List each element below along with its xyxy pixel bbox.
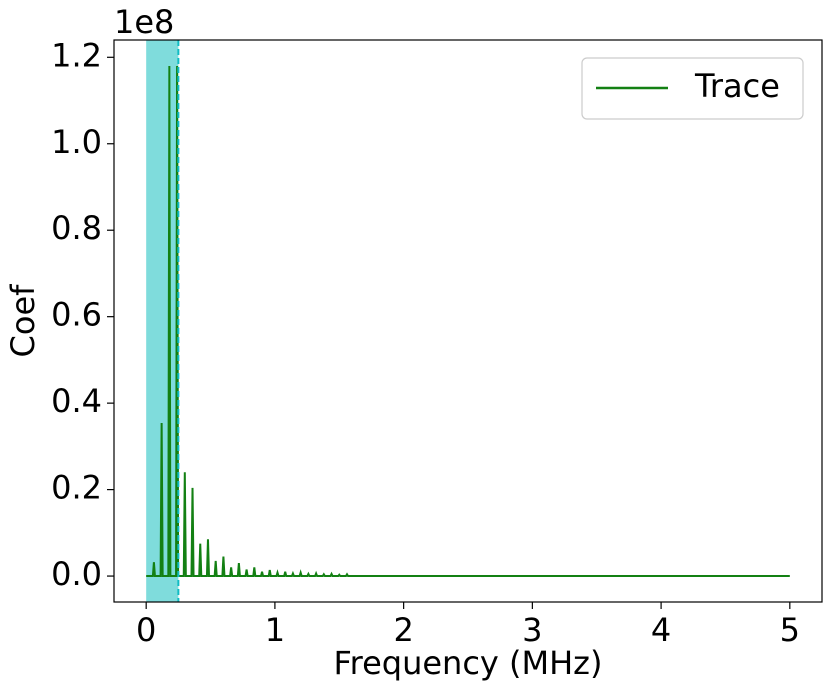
- x-tick-label: 1: [265, 611, 285, 649]
- y-tick-label: 1.2: [51, 36, 102, 74]
- legend-label: Trace: [694, 67, 780, 105]
- legend-box: [581, 57, 804, 120]
- y-tick-label: 0.0: [51, 555, 102, 593]
- y-tick-label: 0.2: [51, 469, 102, 507]
- x-tick-label: 3: [522, 611, 542, 649]
- y-tick-label: 1.0: [51, 123, 102, 161]
- trace-line: [146, 65, 790, 578]
- y-tick-label: 0.6: [51, 296, 102, 334]
- x-tick-label: 5: [780, 611, 800, 649]
- x-tick-label: 2: [393, 611, 413, 649]
- axes-frame: [113, 39, 823, 603]
- x-tick-label: 0: [136, 611, 156, 649]
- y-tick-label: 0.8: [51, 209, 102, 247]
- x-tick-label: 4: [651, 611, 671, 649]
- y-axis-label: Coef: [4, 284, 42, 358]
- y-tick-label: 0.4: [51, 382, 102, 420]
- offset-text: 1e8: [114, 3, 174, 41]
- x-axis-label: Frequency (MHz): [334, 644, 603, 682]
